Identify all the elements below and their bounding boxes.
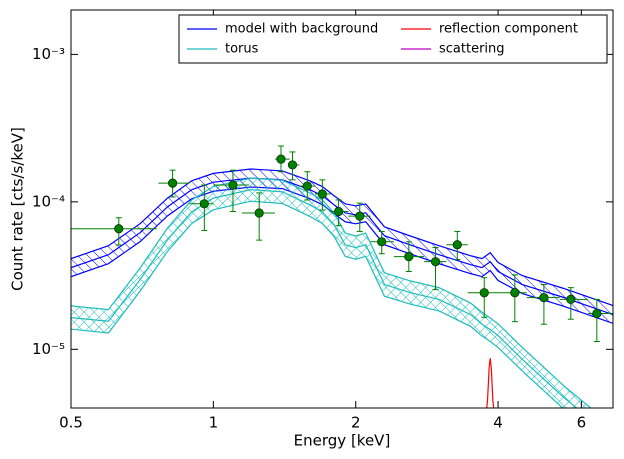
- series-line: [71, 177, 613, 316]
- data-point: [377, 237, 387, 247]
- x-tick-label: 1: [209, 414, 219, 432]
- band-edge: [71, 177, 592, 408]
- x-tick-label: 0.5: [59, 414, 83, 432]
- data-point: [539, 293, 549, 303]
- data-point: [114, 224, 124, 234]
- data-point: [276, 154, 286, 164]
- y-axis-label: Count rate [cts/s/keV]: [9, 127, 27, 291]
- plot-area: [71, 145, 613, 408]
- series-line: [71, 189, 578, 408]
- data-point: [254, 208, 264, 218]
- data-point: [452, 240, 462, 250]
- x-axis-label: Energy [keV]: [294, 432, 391, 450]
- data-point: [566, 294, 576, 305]
- legend-label: model with background: [225, 22, 378, 37]
- data-point: [404, 252, 414, 262]
- data-point: [479, 288, 489, 298]
- data-point: [228, 180, 238, 190]
- axes-frame: [70, 9, 614, 409]
- legend-label: reflection component: [439, 22, 578, 37]
- y-tick-label: 10⁻⁴: [32, 192, 65, 210]
- data-point: [333, 206, 344, 217]
- band-edge: [71, 168, 613, 307]
- data-point: [167, 178, 178, 188]
- band-edge: [71, 186, 613, 324]
- data-point: [199, 199, 209, 209]
- data-point: [302, 181, 312, 191]
- legend-label: torus: [225, 42, 259, 57]
- legend-label: scattering: [439, 42, 505, 57]
- x-tick-label: 2: [351, 414, 361, 432]
- y-tick-label: 10⁻³: [32, 45, 65, 63]
- x-tick-label: 4: [493, 414, 503, 432]
- band-edge: [71, 200, 564, 408]
- legend-box: [178, 14, 608, 64]
- data-point: [430, 257, 441, 267]
- data-point: [592, 308, 602, 319]
- data-point: [317, 189, 327, 199]
- band-hatch: [71, 178, 591, 408]
- data-point: [510, 288, 520, 298]
- data-point: [355, 211, 365, 221]
- series-line: [486, 358, 495, 408]
- y-tick-label: 10⁻⁵: [32, 340, 65, 358]
- x-tick-label: 6: [577, 414, 587, 432]
- data-point: [287, 160, 298, 170]
